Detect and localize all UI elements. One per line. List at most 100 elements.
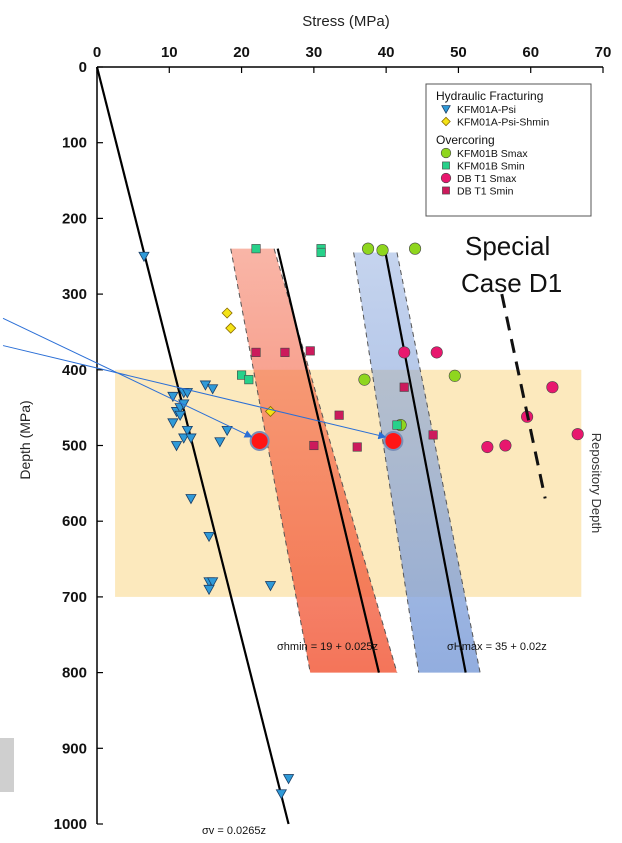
data-point-series-4 [244, 375, 254, 385]
y-tick-label: 500 [62, 438, 87, 455]
data-point-series-3 [409, 242, 422, 255]
legend-marker [442, 161, 450, 170]
data-point-series-6 [428, 430, 438, 440]
legend-marker [441, 116, 451, 127]
y-tick-label: 600 [62, 513, 87, 530]
trend-line-label: σHmax = 35 + 0.02z [447, 641, 547, 653]
data-point-series-1 [185, 433, 197, 444]
trend-line-label: σv = 0.0265z [202, 825, 266, 837]
data-point-series-1 [203, 584, 215, 596]
y-axis-title: Depth (MPa) [17, 400, 33, 479]
data-point-series-5 [571, 428, 584, 441]
y-tick-label: 400 [62, 362, 87, 379]
data-point-series-4 [316, 247, 326, 258]
data-point-series-5 [546, 381, 559, 394]
repository-depth-label: Repository Depth [589, 433, 604, 533]
data-point-series-5 [481, 440, 494, 454]
data-point-series-1 [185, 494, 197, 505]
y-tick-label: 100 [62, 135, 87, 152]
data-point-series-1 [138, 251, 150, 263]
data-point-series-5 [430, 346, 443, 359]
band-2-edge-left [353, 252, 420, 673]
data-point-series-6 [280, 347, 290, 357]
y-tick-label: 200 [62, 210, 87, 227]
data-point-series-2 [221, 307, 233, 319]
trend-line-1 [95, 66, 290, 825]
data-point-series-5 [398, 346, 411, 359]
x-tick-label: 0 [93, 44, 101, 61]
legend-entry-label: DB T1 Smax [457, 173, 517, 185]
special-case-line2: Case D1 [461, 268, 562, 298]
data-point-series-1 [264, 581, 277, 592]
data-point-series-1 [282, 774, 295, 785]
data-point-series-6 [399, 382, 409, 392]
data-point-series-1 [221, 425, 233, 437]
stress-band-1 [230, 248, 397, 673]
legend: Hydraulic FracturingKFM01A-PsiKFM01A-Psi… [425, 83, 592, 217]
x-tick-label: 20 [233, 44, 250, 61]
data-point-series-6 [334, 410, 344, 420]
legend-marker [442, 186, 450, 195]
data-point-series-3 [448, 369, 461, 382]
bands-layer [115, 248, 582, 673]
legend-entry-label: KFM01A-Psi [457, 104, 516, 116]
data-point-series-6 [352, 442, 362, 452]
data-point-series-1 [181, 388, 194, 399]
y-tick-label: 700 [62, 589, 87, 606]
data-point-series-3 [362, 242, 375, 255]
data-point-series-4 [251, 244, 261, 254]
data-point-series-1 [181, 425, 194, 437]
lines-layer: σv = 0.0265z σhmin = 19 + 0.025z σHmax = 3… [95, 66, 547, 837]
y-tick-label: 900 [62, 740, 87, 757]
data-point-series-4 [392, 420, 402, 430]
x-tick-label: 40 [378, 44, 395, 61]
legend-group-title: Overcoring [436, 133, 495, 147]
x-tick-label: 30 [306, 44, 323, 61]
y-tick-label: 800 [62, 665, 87, 682]
gray-fragment [0, 738, 14, 792]
legend-entry-label: KFM01B Smin [457, 161, 525, 173]
trend-line-3 [383, 248, 467, 673]
data-point-series-1 [167, 391, 179, 403]
legend-group-title: Hydraulic Fracturing [436, 89, 543, 103]
legend-box [425, 83, 592, 217]
pointer-arrow-1 [2, 317, 253, 438]
x-tick-label: 50 [450, 44, 467, 61]
data-point-series-5 [499, 439, 512, 452]
legend-marker [440, 172, 452, 184]
legend-entry-label: KFM01B Smax [457, 148, 528, 160]
y-tick-label: 1000 [54, 816, 87, 833]
x-tick-label: 60 [522, 44, 539, 61]
x-tick-label: 10 [161, 44, 178, 61]
y-tick-label: 300 [62, 286, 87, 303]
data-point-series-7 [249, 430, 270, 451]
x-tick-label: 70 [595, 44, 612, 61]
data-point-series-3 [376, 244, 389, 257]
data-point-series-2 [225, 322, 237, 334]
data-point-series-1 [275, 789, 288, 800]
data-point-series-6 [305, 346, 315, 356]
special-case-line1: Special [465, 231, 550, 261]
data-point-series-7 [383, 430, 404, 451]
data-point-series-1 [214, 437, 226, 448]
legend-entry-label: DB T1 Smin [457, 186, 514, 198]
stress-band-2 [353, 252, 481, 673]
data-point-series-1 [206, 577, 219, 588]
x-axis-title: Stress (MPa) [302, 13, 390, 30]
data-point-series-1 [174, 410, 186, 422]
data-point-series-6 [251, 347, 261, 357]
data-point-series-1 [170, 441, 183, 452]
data-point-series-1 [203, 531, 215, 543]
points-layer [138, 242, 584, 800]
special-case-dashed-line [500, 293, 547, 499]
data-point-series-1 [167, 418, 179, 429]
trend-line-label: σhmin = 19 + 0.025z [277, 641, 378, 653]
data-point-series-1 [178, 433, 190, 444]
legend-entry-label: KFM01A-Psi-Shmin [457, 117, 549, 129]
data-point-series-6 [309, 440, 319, 451]
axes-layer: 0 10 20 30 40 50 60 700100200300400500600700800… [54, 44, 612, 833]
annotations-layer [2, 293, 547, 499]
pointer-arrow-2 [2, 345, 387, 440]
